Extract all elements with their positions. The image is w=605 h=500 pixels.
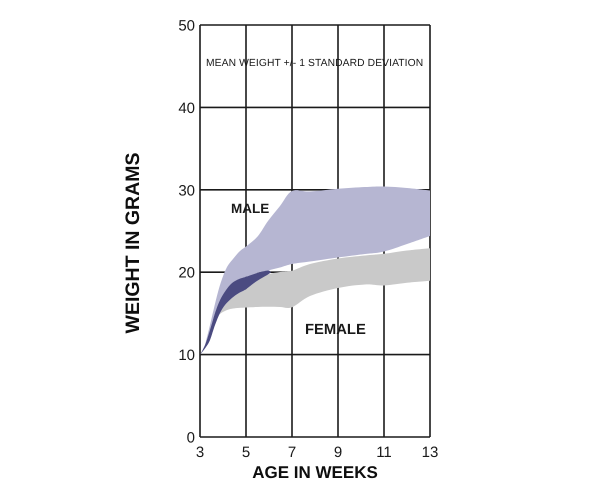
svg-text:0: 0 [187,430,195,447]
svg-text:40: 40 [178,100,195,117]
svg-text:FEMALE: FEMALE [305,322,366,338]
svg-text:10: 10 [178,347,195,364]
svg-text:3: 3 [196,444,204,461]
svg-text:MALE: MALE [231,201,269,216]
svg-text:WEIGHT IN GRAMS: WEIGHT IN GRAMS [122,153,144,334]
svg-text:9: 9 [334,444,342,461]
svg-text:11: 11 [376,444,392,461]
svg-text:7: 7 [288,444,296,461]
svg-text:AGE IN WEEKS: AGE IN WEEKS [252,463,378,482]
svg-text:MEAN WEIGHT +/- 1 STANDARD DEV: MEAN WEIGHT +/- 1 STANDARD DEVIATION [206,58,423,69]
svg-text:20: 20 [178,265,195,282]
svg-text:30: 30 [178,182,195,199]
svg-text:13: 13 [422,444,439,461]
svg-text:50: 50 [178,18,195,35]
svg-text:5: 5 [242,444,250,461]
